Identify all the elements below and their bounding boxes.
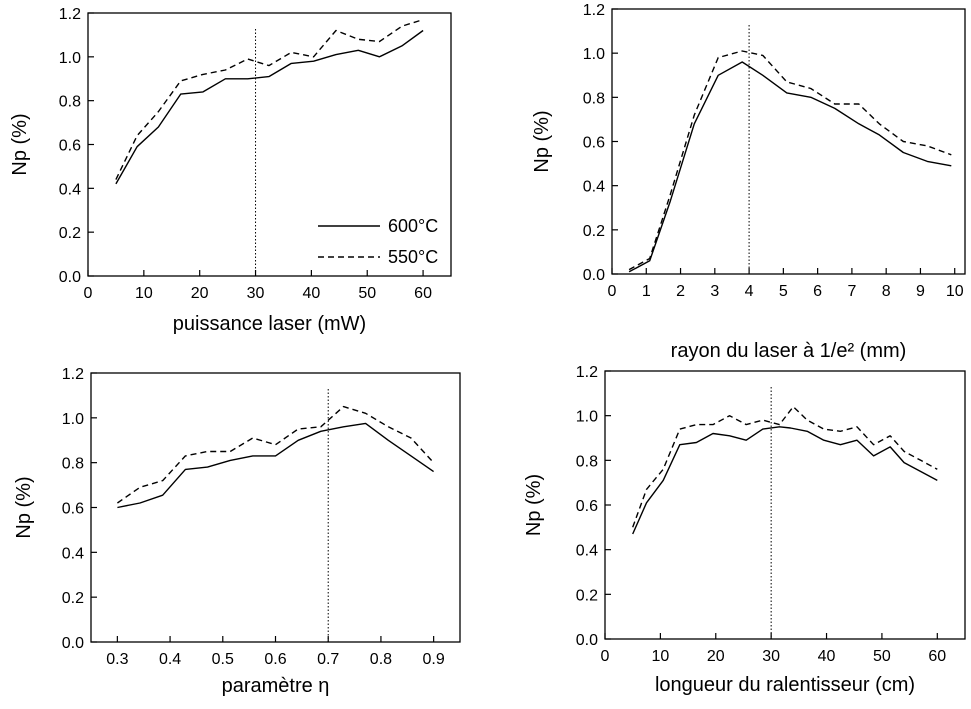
x-tick-label: 7 <box>847 283 856 300</box>
x-tick-label: 60 <box>928 648 946 665</box>
series-line-600c <box>117 422 434 509</box>
x-tick-label: 0.4 <box>159 651 181 668</box>
x-tick-label: 5 <box>779 283 788 300</box>
x-tick-label: 0.5 <box>212 651 234 668</box>
y-tick-label: 1.2 <box>59 6 81 23</box>
series-line-600c <box>628 61 952 273</box>
plot-frame <box>90 372 461 643</box>
x-axis-title: puissance laser (mW) <box>173 313 366 335</box>
y-tick-label: 0.6 <box>59 138 81 155</box>
x-tick-label: 9 <box>916 283 925 300</box>
x-tick-label: 0 <box>608 283 617 300</box>
y-tick-label: 0.0 <box>62 635 84 652</box>
x-tick-label: 4 <box>745 283 754 300</box>
series-line-550c <box>628 50 952 271</box>
x-tick-label: 6 <box>813 283 822 300</box>
plot-frame <box>604 370 966 640</box>
x-tick-label: 40 <box>302 285 320 302</box>
x-tick-label: 1 <box>642 283 651 300</box>
y-tick-label: 0.2 <box>576 587 598 604</box>
x-axis-title: paramètre η <box>222 675 330 697</box>
y-tick-label: 0.8 <box>583 90 605 107</box>
y-tick-label: 0.8 <box>62 456 84 473</box>
x-tick-label: 3 <box>710 283 719 300</box>
series-line-550c <box>117 405 435 504</box>
legend-label: 550°C <box>388 247 438 267</box>
y-tick-label: 0.2 <box>583 223 605 240</box>
x-tick-label: 30 <box>247 285 265 302</box>
panel-rayon-laser: 0 1 2 3 4 5 6 7 8 9 10 0.0 0.2 0.4 0.6 0.8 1.0 1.2 rayon d… <box>531 2 966 362</box>
panel-parametre-eta: 0.3 0.4 0.5 0.6 0.7 0.8 0.9 0.0 0.2 0.4 0.6 0.8 1.0 1… <box>13 366 461 697</box>
x-tick-label: 0.9 <box>423 651 445 668</box>
series-line-600c <box>115 29 424 185</box>
y-tick-label: 1.0 <box>59 50 81 67</box>
y-tick-label: 0.4 <box>576 543 598 560</box>
series-line-550c <box>632 406 938 528</box>
y-tick-label: 0.0 <box>576 632 598 649</box>
x-tick-label: 10 <box>946 283 964 300</box>
legend-label: 600°C <box>388 216 438 236</box>
y-tick-label: 0.2 <box>59 225 81 242</box>
x-tick-label: 30 <box>762 648 780 665</box>
y-tick-label: 0.4 <box>62 545 84 562</box>
y-tick-label: 1.0 <box>576 409 598 426</box>
y-tick-label: 1.0 <box>62 411 84 428</box>
panel-puissance-laser: 0 10 20 30 40 50 60 0.0 0.2 0.4 0.6 0.8 1.0 1.2 puissa… <box>9 6 452 335</box>
x-tick-label: 50 <box>873 648 891 665</box>
y-tick-label: 1.2 <box>576 364 598 381</box>
y-tick-label: 0.4 <box>583 179 605 196</box>
y-tick-label: 0.0 <box>583 267 605 284</box>
y-tick-label: 0.2 <box>62 590 84 607</box>
x-tick-label: 40 <box>818 648 836 665</box>
x-tick-label: 0.3 <box>106 651 128 668</box>
panel-longueur-ralentisseur: 0 10 20 30 40 50 60 0.0 0.2 0.4 0.6 0.8 1.0 1.2 longue… <box>523 364 966 696</box>
plot-frame <box>87 12 452 277</box>
series-line-600c <box>632 426 938 535</box>
y-axis-title: Np (%) <box>523 474 545 536</box>
y-tick-label: 0.6 <box>62 501 84 518</box>
y-tick-label: 0.8 <box>576 453 598 470</box>
x-tick-label: 2 <box>676 283 685 300</box>
x-tick-label: 10 <box>135 285 153 302</box>
x-tick-label: 8 <box>882 283 891 300</box>
x-tick-label: 10 <box>651 648 669 665</box>
x-axis-title: longueur du ralentisseur (cm) <box>655 674 915 696</box>
y-tick-label: 0.8 <box>59 94 81 111</box>
x-tick-label: 20 <box>707 648 725 665</box>
x-tick-label: 0 <box>84 285 93 302</box>
y-tick-label: 0.6 <box>583 135 605 152</box>
x-tick-label: 60 <box>414 285 432 302</box>
y-tick-label: 1.0 <box>583 46 605 63</box>
plot-frame <box>611 8 966 275</box>
x-tick-label: 0.8 <box>370 651 392 668</box>
y-tick-label: 1.2 <box>583 2 605 19</box>
y-tick-label: 0.6 <box>576 498 598 515</box>
series-line-550c <box>115 18 424 180</box>
x-tick-label: 50 <box>358 285 376 302</box>
x-tick-label: 0.6 <box>264 651 286 668</box>
y-tick-label: 0.0 <box>59 269 81 286</box>
x-tick-label: 0 <box>601 648 610 665</box>
y-tick-label: 1.2 <box>62 366 84 383</box>
x-axis-title: rayon du laser à 1/e² (mm) <box>671 340 907 362</box>
x-tick-label: 0.7 <box>317 651 339 668</box>
y-axis-title: Np (%) <box>13 476 35 538</box>
legend: 600°C 550°C <box>318 216 438 267</box>
y-axis-title: Np (%) <box>531 110 553 172</box>
x-tick-label: 20 <box>191 285 209 302</box>
y-tick-label: 0.4 <box>59 181 81 198</box>
y-axis-title: Np (%) <box>9 113 31 175</box>
